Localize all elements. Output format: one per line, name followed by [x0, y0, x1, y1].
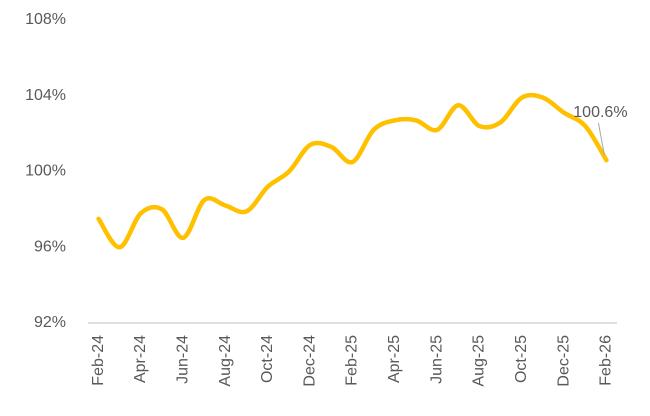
x-tick-label: Aug-24: [217, 335, 234, 387]
x-tick-label: Aug-25: [471, 335, 488, 387]
x-tick-label: Feb-24: [90, 335, 107, 386]
label-leader: [597, 122, 605, 156]
y-tick-label: 108%: [25, 11, 66, 28]
y-tick-label: 96%: [34, 238, 66, 255]
x-tick-label: Feb-25: [344, 335, 361, 386]
x-tick-label: Apr-24: [132, 335, 149, 383]
data-label: 100.6%: [573, 104, 627, 121]
x-tick-label: Jun-25: [428, 335, 445, 384]
x-tick-label: Dec-24: [301, 335, 318, 387]
x-tick-label: Oct-25: [513, 335, 530, 383]
y-tick-label: 104%: [25, 87, 66, 104]
y-tick-label: 92%: [34, 314, 66, 331]
x-tick-label: Feb-26: [598, 335, 615, 386]
x-tick-label: Dec-25: [555, 335, 572, 387]
line: [96, 92, 609, 250]
x-tick-label: Jun-24: [174, 335, 191, 384]
y-tick-label: 100%: [25, 163, 66, 180]
x-tick-label: Apr-25: [386, 335, 403, 383]
x-tick-label: Oct-24: [259, 335, 276, 383]
